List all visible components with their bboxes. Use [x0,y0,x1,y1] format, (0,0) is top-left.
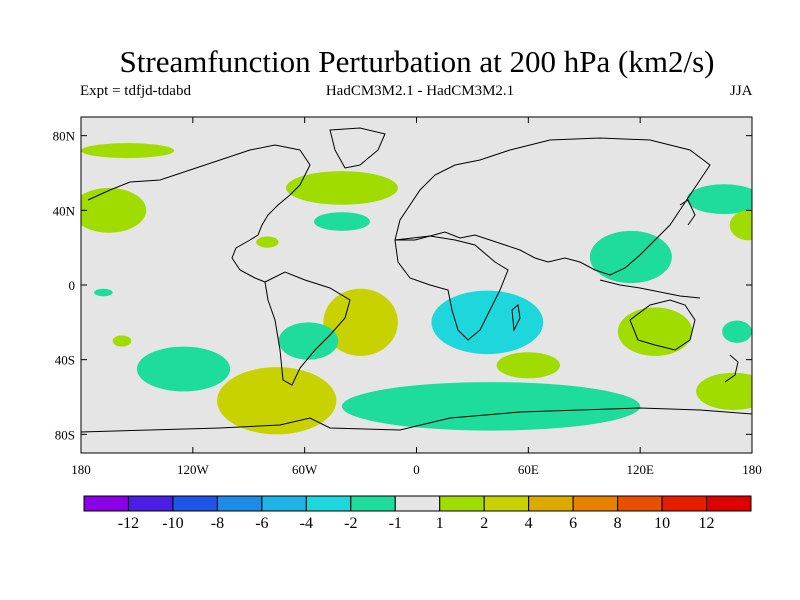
anomaly-south-pacific-east [136,346,231,392]
coastline-africa [394,235,509,341]
coastline-australia [629,299,696,351]
latitude-axis: 80N 40N 0 40S 80S [53,129,752,442]
anomaly-north-atlantic [286,171,398,205]
anomaly-brazil [278,322,339,360]
colorbar-swatch [483,495,530,512]
map-title: Streamfunction Perturbation at 200 hPa (… [119,44,715,79]
coastline-europe-asia [394,137,711,276]
colorbar-swatch [617,495,663,512]
colorbar-swatch [127,495,174,512]
anomaly-southern-africa-ocean [431,290,544,355]
anomaly-tropical-east-pacific [94,288,113,297]
anomaly-north-pacific-arctic [81,143,175,159]
colorbar-label: -8 [211,515,224,532]
coastline-japan [679,199,696,226]
lat-tick-label: 40N [53,203,76,218]
anomaly-caribbean [256,236,279,248]
lon-tick-label: 60W [292,462,318,477]
colorbar-label: -10 [162,515,183,532]
colorbar-swatch [261,495,307,512]
coastline-south-america [264,271,351,386]
colorbar-swatch [350,495,396,512]
lat-tick-label: 0 [69,278,76,293]
colorbar-label: 2 [480,515,488,532]
colorbar-swatch [394,495,441,512]
colorbar-swatch [706,495,752,512]
colorbar: -12 -10 -8 -6 -4 -2 -1 1 2 4 6 8 10 12 [83,495,752,532]
lon-tick-label: 180 [742,462,762,477]
experiment-label: Expt = tdfjd-tdabd [80,83,191,99]
colorbar-swatch [439,495,485,512]
lon-tick-label: 180 [71,462,91,477]
colorbar-label: -6 [255,515,268,532]
colorbar-swatch [661,495,708,512]
colorbar-swatch [83,495,129,512]
longitude-axis: 180 120W 60W 0 60E 120E 180 [71,117,762,477]
colorbar-swatch [172,495,218,512]
lon-tick-label: 60E [518,462,539,477]
lon-tick-label: 0 [413,462,420,477]
lat-tick-label: 80N [53,129,76,144]
colorbar-label: -2 [344,515,357,532]
coastline-madagascar [511,304,521,332]
coastline-north-america [87,144,311,283]
colorbar-label: -4 [300,515,313,532]
anomaly-south-atlantic-west [323,288,398,356]
colorbar-label: 1 [436,515,444,532]
anomaly-indian-ocean-south [496,352,561,379]
colorbar-swatch [216,495,263,512]
season-label: JJA [730,83,753,99]
colorbar-label: -12 [118,515,139,532]
coastline-antarctica [81,407,752,433]
anomaly-layer [81,143,752,435]
colorbar-label: 4 [525,515,533,532]
anomaly-central-north-pacific [729,210,752,241]
model-label: HadCM3M2.1 - HadCM3M2.1 [325,83,515,99]
colorbar-label: -1 [389,515,402,532]
lon-tick-label: 120W [177,462,210,477]
colorbar-label: 8 [614,515,622,532]
colorbar-swatch [572,495,619,512]
colorbar-label: 10 [654,515,670,532]
anomaly-mid-atlantic [313,212,370,231]
coastline-new-zealand [724,354,739,383]
anomaly-north-west-pacific [686,184,752,215]
colorbar-swatch [528,495,574,512]
lon-tick-label: 120E [626,462,654,477]
lat-tick-label: 80S [55,427,75,442]
colorbar-label: 6 [569,515,577,532]
anomaly-east-asia [589,230,672,284]
coastline-layer [81,127,752,433]
anomaly-south-pacific-small [112,335,132,347]
anomaly-southern-andes [217,367,337,435]
anomaly-south-pacific-west [696,372,752,411]
anomaly-southern-ocean [341,382,641,431]
colorbar-label: 12 [699,515,715,532]
anomaly-north-pacific-east [81,187,147,233]
colorbar-swatch [305,495,352,512]
anomaly-australia [617,307,693,356]
anomaly-east-australia [722,320,752,343]
coastline-greenland [329,127,386,169]
lat-tick-label: 40S [55,353,75,368]
coastline-indonesia [599,279,701,299]
